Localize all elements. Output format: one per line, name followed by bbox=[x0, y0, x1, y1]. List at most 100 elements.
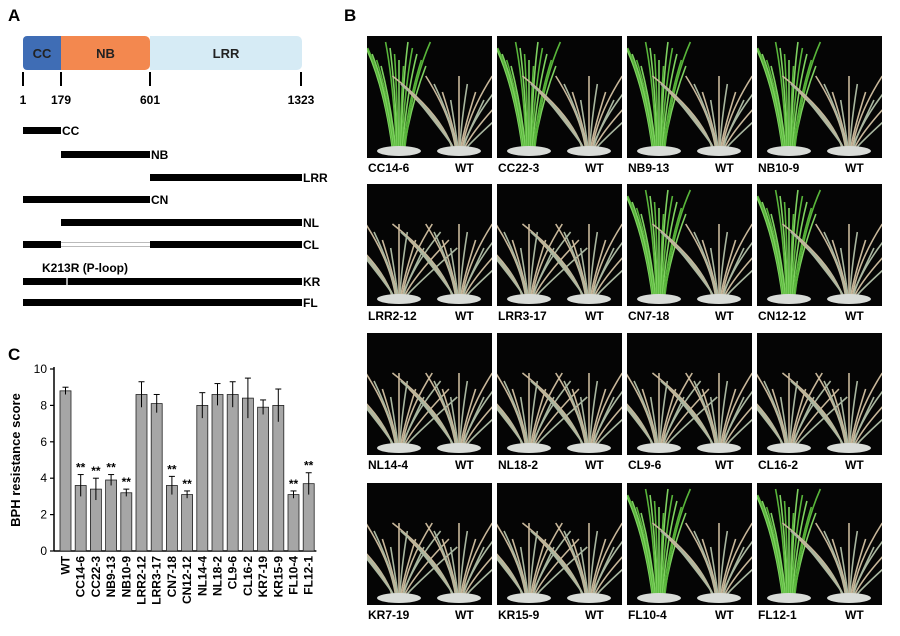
y-tick-label: 4 bbox=[40, 471, 47, 485]
plant-photo bbox=[627, 483, 752, 605]
wt-label: WT bbox=[455, 458, 474, 472]
construct-label-nb: NB bbox=[151, 148, 169, 162]
construct-label-lrr: LRR bbox=[303, 171, 328, 185]
x-tick-label: CL9-6 bbox=[226, 556, 240, 590]
position-label: 1 bbox=[19, 93, 27, 107]
bar bbox=[241, 397, 254, 552]
position-tick bbox=[22, 72, 24, 86]
bar bbox=[257, 406, 270, 552]
panel-a-letter: A bbox=[8, 6, 21, 25]
wt-label: WT bbox=[845, 309, 864, 323]
line-label: CN7-18 bbox=[628, 309, 670, 323]
wt-label: WT bbox=[585, 161, 604, 175]
line-label: LRR3-17 bbox=[498, 309, 547, 323]
plant-photo bbox=[497, 333, 622, 455]
x-tick-label: NL14-4 bbox=[195, 556, 209, 596]
line-label: CC14-6 bbox=[368, 161, 410, 175]
x-tick-label: CL16-2 bbox=[241, 556, 255, 596]
domain-cc-label: CC bbox=[32, 45, 52, 61]
wt-label: WT bbox=[585, 458, 604, 472]
bar bbox=[135, 394, 148, 552]
mutation-label: K213R (P-loop) bbox=[42, 261, 129, 275]
construct-bar-fl bbox=[23, 299, 302, 306]
plant-photo bbox=[497, 36, 622, 158]
bar bbox=[287, 494, 300, 552]
plant-photo bbox=[757, 184, 882, 306]
x-tick-label: NB9-13 bbox=[104, 556, 118, 598]
y-tick-label: 2 bbox=[40, 508, 47, 522]
line-label: NL18-2 bbox=[498, 458, 539, 472]
construct-bar-kr bbox=[23, 278, 302, 285]
y-tick-label: 0 bbox=[40, 544, 47, 558]
x-tick-label: CN7-18 bbox=[165, 556, 179, 598]
mutation-mark bbox=[66, 278, 68, 285]
bar bbox=[272, 405, 285, 552]
position-tick bbox=[149, 72, 151, 86]
x-tick-label: KR7-19 bbox=[256, 556, 270, 598]
wt-label: WT bbox=[715, 458, 734, 472]
domain-nb: NB bbox=[61, 36, 150, 70]
x-tick-label: FL10-4 bbox=[287, 556, 301, 595]
position-label: 601 bbox=[139, 93, 161, 107]
wt-label: WT bbox=[585, 309, 604, 323]
y-tick-label: 6 bbox=[40, 435, 47, 449]
x-tick-label: CC22-3 bbox=[89, 556, 103, 598]
x-tick-label: WT bbox=[59, 555, 73, 574]
domain-nb-label: NB bbox=[96, 45, 115, 61]
construct-label-cn: CN bbox=[151, 193, 169, 207]
position-tick bbox=[300, 72, 302, 86]
bar bbox=[150, 403, 163, 552]
position-tick bbox=[60, 72, 62, 86]
significance-mark: ** bbox=[182, 477, 192, 491]
panel-c-letter: C bbox=[8, 345, 21, 364]
wt-label: WT bbox=[845, 458, 864, 472]
plant-photo bbox=[367, 483, 492, 605]
line-label: LRR2-12 bbox=[368, 309, 417, 323]
wt-label: WT bbox=[455, 608, 474, 622]
significance-mark: ** bbox=[167, 462, 177, 476]
x-tick-label: NL18-2 bbox=[211, 556, 225, 596]
bar bbox=[226, 394, 239, 552]
plant-photo bbox=[367, 333, 492, 455]
significance-mark: ** bbox=[122, 475, 132, 489]
construct-label-cc: CC bbox=[62, 124, 80, 138]
construct-label-nl: NL bbox=[303, 216, 319, 230]
wt-label: WT bbox=[845, 608, 864, 622]
bar bbox=[59, 390, 72, 552]
x-tick-label: LRR3-17 bbox=[150, 556, 164, 605]
line-label: NB10-9 bbox=[758, 161, 800, 175]
plant-photo bbox=[627, 184, 752, 306]
significance-mark: ** bbox=[304, 459, 314, 473]
construct-bar-cl-cc bbox=[23, 241, 61, 248]
x-tick-label: CN12-12 bbox=[180, 556, 194, 604]
panel-b-letter: B bbox=[344, 6, 357, 25]
plant-photo bbox=[367, 36, 492, 158]
plant-photo bbox=[757, 483, 882, 605]
x-tick-label: CC14-6 bbox=[74, 556, 88, 598]
y-axis-label: BPH resistance score bbox=[8, 393, 23, 527]
line-label: CL16-2 bbox=[758, 458, 799, 472]
construct-bar-cn bbox=[23, 196, 150, 203]
domain-lrr: LRR bbox=[150, 36, 302, 70]
line-label: NB9-13 bbox=[628, 161, 670, 175]
y-tick-label: 10 bbox=[34, 362, 48, 376]
plant-photo bbox=[627, 333, 752, 455]
x-tick-label: FL12-1 bbox=[302, 556, 316, 595]
x-tick-label: KR15-9 bbox=[271, 556, 285, 598]
position-label: 179 bbox=[50, 93, 72, 107]
plant-photo bbox=[497, 483, 622, 605]
line-label: KR15-9 bbox=[498, 608, 540, 622]
line-label: CL9-6 bbox=[628, 458, 662, 472]
bar bbox=[181, 494, 194, 552]
significance-mark: ** bbox=[106, 461, 116, 475]
position-label: 1323 bbox=[287, 93, 315, 107]
wt-label: WT bbox=[715, 161, 734, 175]
plant-photo bbox=[367, 184, 492, 306]
construct-bar-nb bbox=[61, 151, 150, 158]
bar bbox=[120, 492, 133, 552]
significance-mark: ** bbox=[91, 464, 101, 478]
line-label: KR7-19 bbox=[368, 608, 410, 622]
significance-mark: ** bbox=[76, 461, 86, 475]
plant-photo bbox=[497, 184, 622, 306]
x-tick-label: NB10-9 bbox=[119, 556, 133, 598]
